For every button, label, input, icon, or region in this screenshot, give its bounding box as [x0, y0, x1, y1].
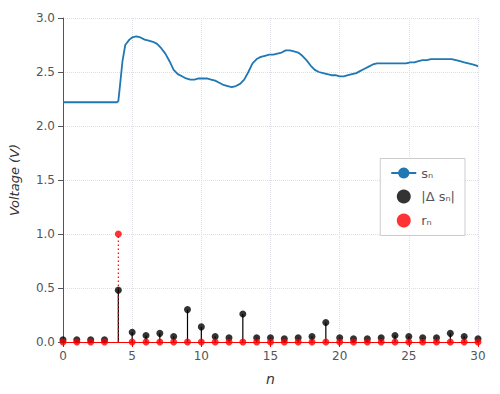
svg-text:Voltage (V): Voltage (V): [7, 144, 22, 216]
svg-text:|Δ sₙ|: |Δ sₙ|: [421, 189, 455, 204]
svg-text:0.0: 0.0: [36, 335, 55, 349]
svg-text:25: 25: [401, 349, 416, 363]
svg-text:2.0: 2.0: [36, 119, 55, 133]
svg-text:sₙ: sₙ: [421, 166, 433, 181]
svg-text:n: n: [266, 371, 275, 387]
svg-text:1.0: 1.0: [36, 227, 55, 241]
svg-text:10: 10: [194, 349, 209, 363]
svg-text:0.5: 0.5: [36, 281, 55, 295]
svg-text:30: 30: [470, 349, 485, 363]
svg-text:3.0: 3.0: [36, 11, 55, 25]
svg-text:15: 15: [263, 349, 278, 363]
svg-text:1.5: 1.5: [36, 173, 55, 187]
svg-text:rₙ: rₙ: [421, 213, 432, 228]
svg-text:5: 5: [128, 349, 136, 363]
svg-text:2.5: 2.5: [36, 65, 55, 79]
svg-text:0: 0: [59, 349, 67, 363]
svg-text:20: 20: [332, 349, 347, 363]
